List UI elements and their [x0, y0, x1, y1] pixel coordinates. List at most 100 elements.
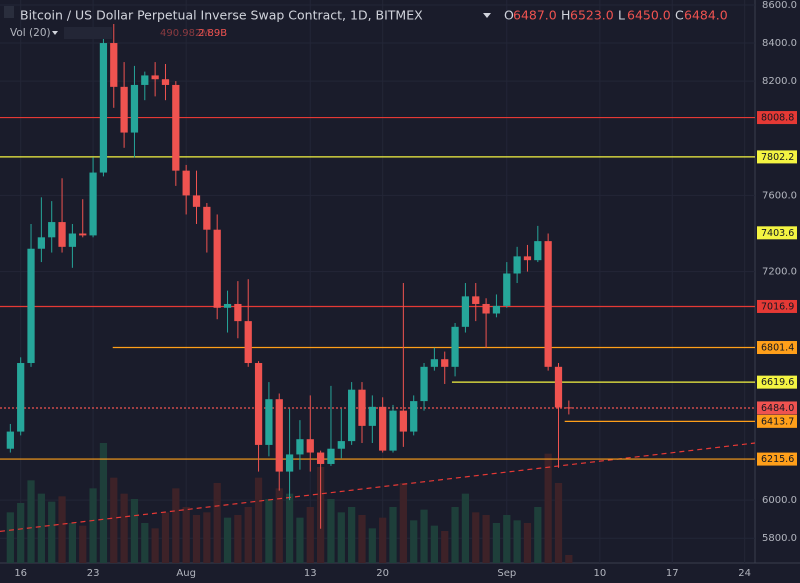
candle-body	[244, 321, 252, 364]
candle-body	[172, 84, 180, 171]
level-label-box	[757, 111, 797, 125]
candle-body	[285, 454, 294, 472]
volume-bar	[472, 512, 480, 563]
y-tick-label: 6000.0	[762, 495, 797, 506]
level-label-box	[757, 299, 797, 313]
volume-bar	[68, 523, 77, 563]
level-label-box	[757, 150, 797, 164]
ohlc-key: L	[618, 8, 625, 23]
volume-bar	[544, 453, 552, 563]
volume-bar	[203, 512, 211, 563]
volume-bar	[275, 488, 283, 563]
volume-bar	[503, 515, 511, 563]
candle-body	[141, 75, 149, 85]
candle-body	[17, 363, 25, 432]
volume-bar	[234, 515, 242, 563]
level-label: 6215.6	[761, 454, 794, 465]
ohlc-value: 6484.0	[684, 8, 728, 23]
volume-bar	[306, 507, 314, 563]
volume-bar	[327, 499, 335, 563]
candle-body	[492, 305, 501, 314]
level-label-box	[757, 341, 797, 355]
y-tick-label: 7600.0	[762, 190, 797, 201]
candle-body	[554, 366, 563, 408]
ohlc-key: C	[675, 8, 684, 23]
volume-bar	[120, 493, 128, 563]
ohlc-key: H	[561, 8, 570, 23]
volume-bar	[110, 477, 118, 563]
level-label: 6413.7	[761, 416, 794, 427]
candle-body	[348, 389, 356, 442]
level-label: 8008.8	[761, 113, 794, 124]
volume-label[interactable]: Vol (20)	[10, 27, 51, 39]
candle-body	[223, 303, 232, 308]
candle-body	[27, 248, 35, 364]
candle-body	[534, 241, 542, 261]
volume-bar	[151, 528, 159, 563]
volume-bar	[141, 523, 149, 563]
volume-bar	[554, 483, 563, 563]
volume-bar	[58, 496, 66, 563]
candle-body	[523, 256, 532, 261]
volume-bar	[461, 493, 470, 563]
symbol-title[interactable]: Bitcoin / US Dollar Perpetual Inverse Sw…	[20, 8, 423, 23]
candle-body	[265, 399, 273, 445]
dropdown-arrow[interactable]	[483, 13, 491, 18]
volume-bar	[161, 512, 170, 563]
volume-bar	[172, 488, 180, 563]
candle-body	[441, 359, 449, 367]
collapse-icon[interactable]	[4, 6, 14, 18]
volume-bar	[130, 499, 139, 563]
candle-body	[213, 229, 221, 308]
volume-bar	[523, 523, 532, 563]
y-tick-label: 8200.0	[762, 76, 797, 87]
candle-body	[430, 359, 439, 367]
candle-body	[544, 241, 552, 367]
volume-bar	[37, 493, 45, 563]
x-tick-label: 23	[87, 568, 100, 579]
volume-icons[interactable]	[64, 27, 112, 39]
plot	[0, 0, 756, 563]
ohlc-value: 6450.0	[627, 8, 671, 23]
candle-body	[296, 439, 304, 455]
volume-bar	[441, 531, 449, 563]
axis: 8600.0 8400.0 8200.0 7600.0 7200.0 6000.0 5800…	[14, 0, 797, 579]
candle-body	[420, 366, 428, 402]
volume-ma: 490.982M	[160, 28, 210, 39]
candle-body	[503, 273, 511, 306]
candle-body	[89, 172, 97, 236]
volume-bar	[285, 493, 294, 563]
volume-bar	[430, 525, 439, 563]
level-label-box	[757, 401, 797, 415]
candle-body	[472, 296, 480, 304]
candle-body	[358, 389, 366, 426]
volume-bar	[6, 512, 14, 563]
header: Bitcoin / US Dollar Perpetual Inverse Sw…	[4, 6, 728, 39]
volume-bar	[213, 483, 221, 563]
volume-bar	[99, 443, 108, 563]
volume-bar	[182, 507, 190, 563]
candle-body	[513, 256, 521, 274]
volume-bar	[337, 512, 345, 563]
candle-body	[79, 233, 87, 236]
candle-body	[110, 43, 118, 87]
volume-bar	[565, 555, 573, 563]
level-label-box	[757, 226, 797, 240]
candle-body	[68, 233, 77, 247]
level-label: 6619.6	[761, 377, 794, 388]
candle-body	[379, 406, 387, 451]
volume-dropdown[interactable]	[52, 31, 58, 35]
candle-body	[565, 407, 573, 409]
candle-body	[327, 448, 335, 464]
candle-body	[234, 303, 242, 322]
volume-bar	[17, 503, 25, 563]
x-tick-label: Aug	[176, 568, 196, 579]
volume-bar	[420, 509, 428, 563]
volume-bar	[492, 523, 501, 563]
candle-body	[275, 399, 283, 472]
volume-bar	[48, 501, 56, 563]
x-tick-label: 16	[14, 568, 27, 579]
candle-body	[48, 222, 56, 238]
level-label-box	[757, 375, 797, 389]
candle-body	[461, 296, 470, 327]
